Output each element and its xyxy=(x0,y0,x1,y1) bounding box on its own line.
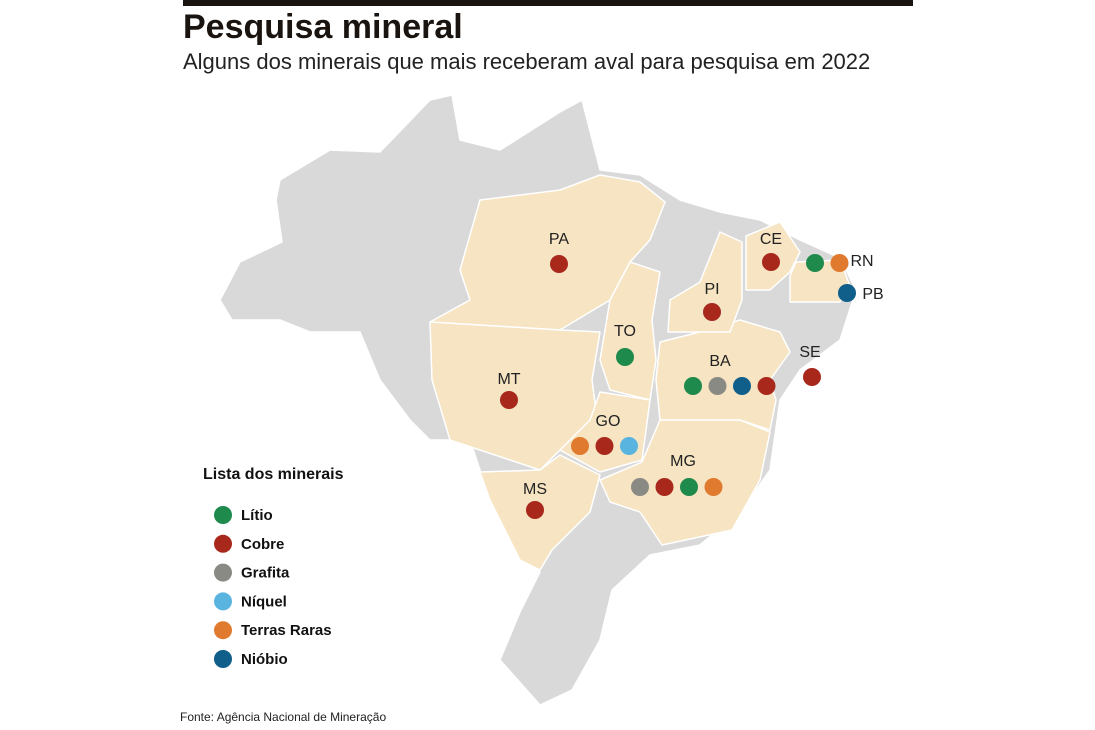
mineral-dot xyxy=(757,377,776,395)
legend-label: Terras Raras xyxy=(241,622,332,639)
state-label: BA xyxy=(709,353,731,370)
mineral-dot xyxy=(684,377,702,395)
source: Fonte: Agência Nacional de Mineração xyxy=(180,710,386,724)
map xyxy=(219,94,857,706)
legend-label: Cobre xyxy=(241,536,284,553)
mineral-dot xyxy=(680,478,698,496)
mineral-dot xyxy=(704,478,723,496)
state-label: TO xyxy=(614,323,636,340)
legend-label: Níquel xyxy=(241,593,287,610)
mineral-dot xyxy=(550,255,568,273)
mineral-dot xyxy=(526,501,544,519)
mineral-dot xyxy=(708,377,727,395)
state-pi xyxy=(667,231,743,333)
legend-label: Grafita xyxy=(241,565,290,582)
state-label: SE xyxy=(799,344,820,361)
legend-label: Lítio xyxy=(241,507,273,524)
state-label: PB xyxy=(862,286,883,303)
legend-swatch xyxy=(214,621,232,640)
mineral-dot xyxy=(806,254,824,272)
mineral-dot xyxy=(803,368,821,386)
mineral-dot xyxy=(703,303,721,321)
legend-title: Lista dos minerais xyxy=(203,466,344,483)
mineral-dot xyxy=(762,253,780,271)
legend-swatch xyxy=(214,650,232,668)
state-to xyxy=(599,261,661,401)
legend-swatch xyxy=(214,592,232,611)
subtitle: Alguns dos minerais que mais receberam a… xyxy=(183,49,870,74)
state-label: MT xyxy=(497,371,520,388)
legend-swatch xyxy=(214,563,232,582)
top-bar xyxy=(183,0,913,6)
mineral-dot xyxy=(571,437,589,455)
state-label: RN xyxy=(850,253,873,270)
mineral-dot xyxy=(616,348,634,366)
state-label: GO xyxy=(596,413,621,430)
legend-label: Nióbio xyxy=(241,651,288,668)
legend-swatch xyxy=(214,506,232,524)
mineral-dot xyxy=(733,377,751,395)
state-label: CE xyxy=(760,231,782,248)
mineral-dot xyxy=(830,254,849,272)
state-label: MG xyxy=(670,453,696,470)
legend-swatch xyxy=(214,534,232,553)
state-label: PI xyxy=(704,281,719,298)
mineral-dot xyxy=(500,391,518,409)
mineral-dot xyxy=(620,437,638,455)
state-label: MS xyxy=(523,481,547,498)
mineral-dot xyxy=(838,284,856,302)
mineral-dot xyxy=(631,478,649,496)
mineral-dot xyxy=(595,437,614,455)
mineral-dot xyxy=(655,478,674,496)
title: Pesquisa mineral xyxy=(183,8,463,46)
state-label: PA xyxy=(549,231,569,248)
